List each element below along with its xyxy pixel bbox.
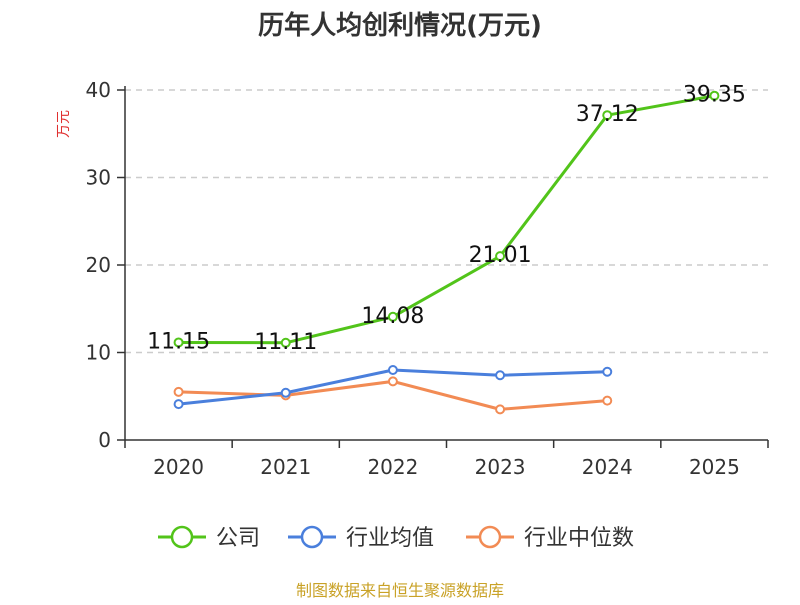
source-note: 制图数据来自恒生聚源数据库 [296, 581, 504, 600]
data-label: 11.15 [147, 329, 210, 354]
legend-item[interactable]: 行业均值 [288, 525, 434, 551]
data-point [602, 395, 613, 406]
y-tick-label: 20 [86, 253, 111, 277]
data-point [495, 370, 506, 381]
series-lines [173, 90, 720, 415]
legend: 公司 行业均值 行业中位数 [158, 525, 634, 551]
data-point [387, 311, 398, 322]
legend-marker [170, 525, 194, 549]
legend-label: 公司 [216, 526, 260, 551]
x-tick-label: 2025 [689, 455, 740, 479]
data-point [173, 337, 184, 348]
y-axis-label: 万元 [56, 110, 72, 138]
data-point [495, 251, 506, 262]
data-point [280, 337, 291, 348]
data-point [387, 365, 398, 375]
data-label: 21.01 [469, 243, 532, 268]
x-tick-label: 2024 [582, 455, 633, 479]
x-tick-label: 2023 [475, 455, 526, 479]
legend-label: 行业中位数 [524, 526, 634, 551]
legend-item[interactable]: 行业中位数 [466, 525, 634, 551]
legend-item[interactable]: 公司 [158, 525, 260, 551]
data-point [280, 387, 291, 398]
data-point [602, 110, 613, 121]
data-point [173, 386, 184, 397]
data-label: 37.12 [576, 102, 639, 127]
data-point [602, 366, 613, 377]
gridlines [125, 89, 768, 354]
x-tick-label: 2021 [260, 455, 311, 479]
y-tick-label: 10 [86, 341, 111, 365]
y-tick-label: 40 [86, 78, 111, 102]
y-tick-label: 30 [86, 166, 111, 190]
data-label: 39.35 [683, 83, 746, 108]
x-tick-label: 2020 [153, 455, 204, 479]
data-point [495, 404, 506, 415]
data-point [709, 90, 720, 101]
legend-marker [478, 525, 502, 549]
data-point [173, 399, 184, 410]
y-tick-label: 0 [98, 428, 111, 452]
series-line-0 [178, 94, 715, 345]
axes: 0 10 20 30 40 2020 2021 2022 2023 2024 2025 [86, 78, 769, 479]
data-point [387, 376, 398, 387]
chart-title: 历年人均创利情况(万元) [258, 10, 542, 41]
legend-marker [300, 525, 324, 549]
data-label: 11.11 [254, 330, 317, 355]
data-label: 14.08 [361, 304, 424, 329]
series-line-1 [178, 368, 608, 406]
x-tick-label: 2022 [367, 455, 418, 479]
legend-label: 行业均值 [346, 526, 434, 551]
data-labels: 11.15 11.11 14.08 21.01 37.12 39.35 [147, 83, 746, 355]
